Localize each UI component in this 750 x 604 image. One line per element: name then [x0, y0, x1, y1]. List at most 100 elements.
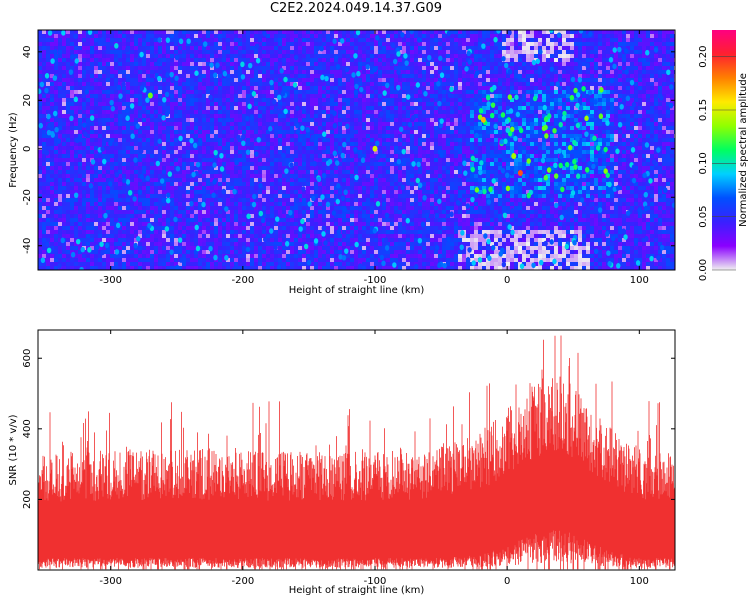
spectrogram-cell — [94, 202, 98, 206]
spectrogram-cell — [302, 74, 306, 78]
spectrogram-cell — [66, 114, 70, 118]
spectrogram-cell — [166, 142, 170, 146]
spectrogram-cell — [154, 254, 158, 258]
spectrogram-cell — [338, 266, 342, 270]
spectrogram-cell — [290, 34, 294, 38]
spectrogram-cell — [66, 202, 70, 206]
spectrogram-cell — [54, 202, 58, 206]
spectrogram-cell — [242, 246, 246, 250]
spectrogram-cell — [278, 122, 282, 126]
spectrogram-cell — [310, 218, 314, 222]
spectrogram-cell — [258, 30, 262, 34]
spectrogram-cell — [126, 226, 130, 230]
spectrogram-cell — [90, 218, 94, 222]
spectrogram-cell — [170, 182, 174, 186]
spectrogram-cell — [66, 194, 70, 198]
spectrogram-cell — [110, 50, 114, 54]
spectrogram-cell — [218, 166, 222, 170]
spectrogram-cell — [134, 162, 138, 166]
spectrogram-cell — [50, 82, 54, 86]
spectrogram-cell — [174, 126, 178, 130]
spectrogram-cell — [350, 142, 354, 146]
spectrogram-cell — [346, 206, 350, 210]
spectrogram-cell — [66, 182, 70, 186]
spectrogram-cell — [358, 126, 362, 130]
spectrogram-cell — [174, 222, 178, 226]
spectrogram-cell — [46, 146, 50, 150]
spectrogram-cell — [50, 246, 54, 250]
spectrogram-cell — [118, 250, 122, 254]
spectrogram-cell — [318, 250, 322, 254]
spectrogram-cell — [322, 78, 326, 82]
spectrogram-cell — [194, 218, 198, 222]
spectrogram-cell — [202, 214, 206, 218]
spectrogram-cell — [278, 254, 282, 258]
spectrogram-cell — [170, 266, 174, 270]
spectrogram-cell — [334, 246, 338, 250]
spectrogram-cell — [262, 46, 266, 50]
spectrogram-cell — [214, 146, 218, 150]
spectrogram-cell — [134, 98, 138, 102]
spectrogram-cell — [86, 42, 90, 46]
spectrogram-cell — [286, 250, 290, 254]
spectrogram-cell — [78, 166, 82, 170]
spectrogram-cell — [290, 174, 294, 178]
spectrogram-cell — [186, 186, 190, 190]
spectrogram-cell — [270, 254, 274, 258]
spectrogram-cell — [274, 70, 278, 74]
spectrogram-cell — [66, 166, 70, 170]
spectrogram-cell — [202, 230, 206, 234]
spectrogram-cell — [230, 110, 234, 114]
spectrogram-cell — [162, 102, 166, 106]
spectrogram-cell — [230, 254, 234, 258]
spectrogram-cell — [66, 186, 70, 190]
spectrogram-cell — [306, 146, 310, 150]
spectrogram-cell — [358, 222, 362, 226]
spectrogram-cell — [106, 74, 110, 78]
spectrogram-cell — [158, 222, 162, 226]
spectrogram-cell — [322, 266, 326, 270]
spectrogram-cell — [338, 246, 342, 250]
spectrogram-cell — [58, 46, 62, 50]
spectrogram-cell — [86, 106, 90, 110]
spectrogram-cell — [270, 214, 274, 218]
spectrogram-cell — [198, 34, 202, 38]
spectrogram-cell — [226, 166, 230, 170]
spectrogram-cell — [62, 202, 66, 206]
spectrogram-cell — [118, 242, 122, 246]
spectrogram-cell — [62, 194, 66, 198]
spectrogram-cell — [270, 38, 274, 42]
spectrogram-cell — [38, 86, 42, 90]
spectrogram-cell — [170, 178, 174, 182]
spectrogram-cell — [50, 226, 54, 230]
spectrogram-cell — [350, 146, 354, 150]
spectrogram-cell — [158, 214, 162, 218]
spectrogram-cell — [358, 94, 362, 98]
spectrogram-cell — [110, 90, 114, 94]
spectrogram-cell — [330, 218, 334, 222]
spectrogram-cell — [74, 126, 78, 130]
spectrogram-cell — [358, 230, 362, 234]
spectrogram-cell — [182, 182, 186, 186]
spectrogram-cell — [258, 102, 262, 106]
spectrogram-cell — [70, 126, 74, 130]
spectrogram-cell — [350, 82, 354, 86]
spectrogram-cell — [326, 230, 330, 234]
spectrogram-cell — [266, 242, 270, 246]
spectrogram-cell — [266, 38, 270, 42]
spectrogram-cell — [278, 250, 282, 254]
spectrogram-cell — [122, 210, 126, 214]
spectrogram-cell — [98, 266, 102, 270]
spectrogram-cell — [310, 150, 314, 154]
spectrogram-cell — [198, 154, 202, 158]
spectrogram-cell — [54, 62, 58, 66]
spectrogram-cell — [238, 42, 242, 46]
spectrogram-cell — [258, 50, 262, 54]
spectrogram-cell — [134, 142, 138, 146]
spectrogram-cell — [198, 150, 202, 154]
spectrogram-cell — [206, 110, 210, 114]
spectrogram-cell — [50, 250, 54, 254]
spectrogram-cell — [190, 258, 194, 262]
spectrogram-cell — [258, 114, 262, 118]
spectrogram-cell — [138, 58, 142, 62]
